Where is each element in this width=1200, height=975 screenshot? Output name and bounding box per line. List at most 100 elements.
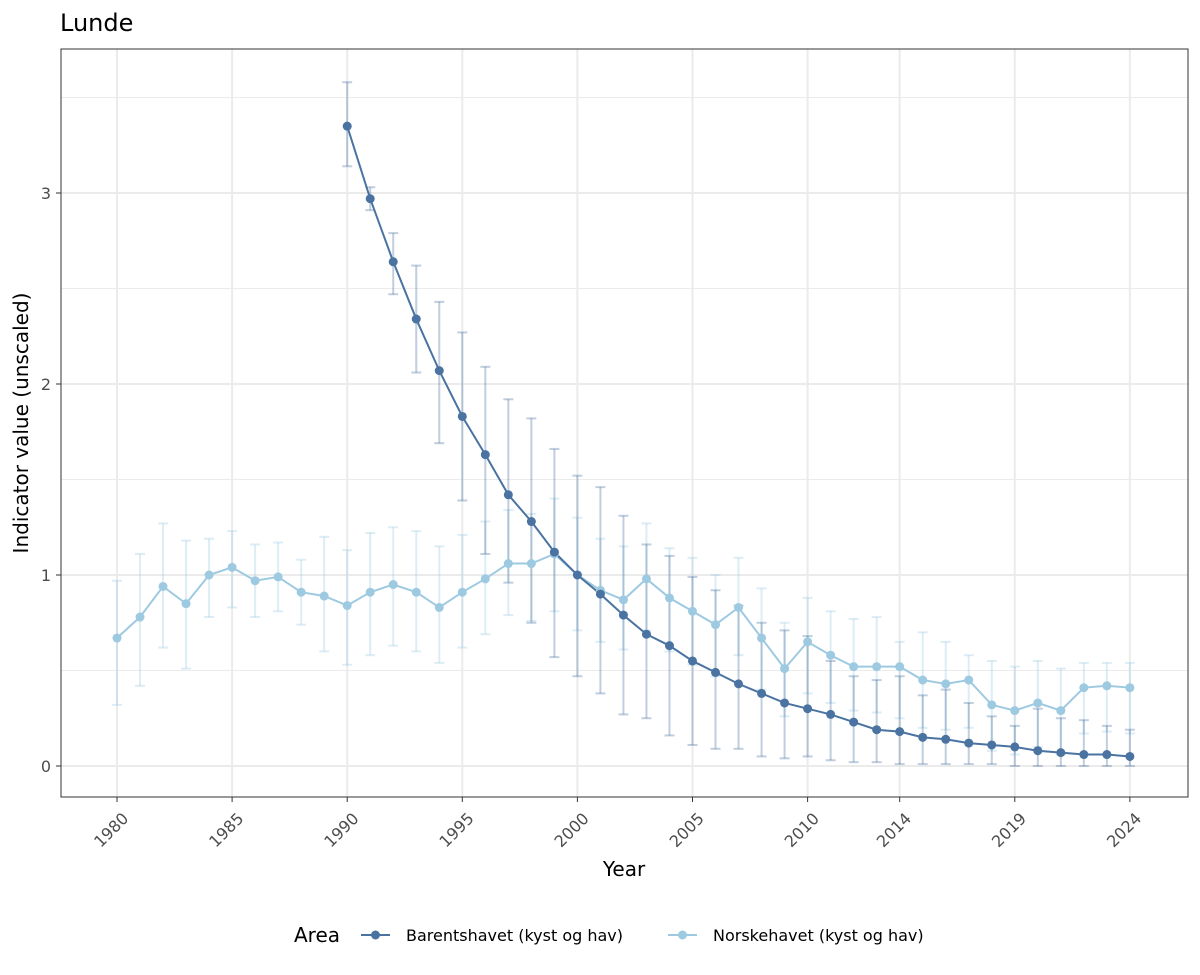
legend-key-point-barentshavet [371,930,380,940]
y-axis-label: Indicator value (unscaled) [9,293,33,554]
error-bar-barentshavet [1101,724,1112,767]
error-bar-barentshavet [779,629,790,760]
error-bar-barentshavet [1055,717,1066,767]
x-tick-label: 2024 [1103,809,1145,851]
error-bar-barentshavet [1032,707,1043,767]
x-tick-label: 2019 [988,809,1030,851]
x-axis-label: Year [602,857,646,881]
x-tick-label: 2005 [666,809,708,851]
data-point-norskehavet [1010,706,1020,716]
y-tick-label: 2 [41,375,51,394]
grid [61,49,1188,797]
error-bar-norskehavet [1124,661,1135,735]
data-point-norskehavet [711,620,721,630]
data-point-norskehavet [1033,698,1043,708]
data-point-barentshavet [872,725,882,735]
data-point-barentshavet [572,570,582,580]
error-bar-barentshavet [963,701,974,766]
data-point-norskehavet [734,602,744,612]
data-point-barentshavet [941,734,951,744]
data-point-barentshavet [987,740,997,750]
data-point-norskehavet [503,559,513,569]
data-point-barentshavet [826,709,836,719]
y-tick-label: 3 [41,184,51,203]
data-point-norskehavet [780,664,790,674]
data-point-norskehavet [526,559,536,569]
x-tick-label: 1985 [205,809,247,851]
data-point-norskehavet [158,581,168,591]
data-point-barentshavet [457,411,467,421]
data-point-norskehavet [1125,683,1135,693]
data-point-norskehavet [319,591,329,601]
data-point-norskehavet [250,576,260,586]
data-point-barentshavet [803,704,813,714]
legend-item-norskehavet: Norskehavet (kyst og hav) [668,926,924,945]
error-bar-barentshavet [894,675,905,766]
data-point-norskehavet [987,700,997,710]
data-point-norskehavet [181,599,191,609]
data-point-norskehavet [918,675,928,685]
data-point-barentshavet [641,629,651,639]
data-point-norskehavet [273,572,283,582]
data-point-norskehavet [941,679,951,689]
data-point-barentshavet [780,698,790,708]
data-point-barentshavet [1010,742,1020,752]
data-point-norskehavet [688,606,697,616]
legend-label-norskehavet: Norskehavet (kyst og hav) [713,926,924,945]
data-point-norskehavet [872,662,882,672]
data-point-norskehavet [757,633,767,643]
data-point-norskehavet [411,587,421,597]
data-point-barentshavet [1102,750,1112,760]
data-point-barentshavet [434,366,444,376]
data-point-norskehavet [204,570,214,580]
error-bar-barentshavet [802,635,813,758]
y-axis: 0 1 2 3 [41,184,61,776]
data-point-barentshavet [734,679,744,689]
data-point-norskehavet [434,602,444,612]
data-point-barentshavet [411,314,421,324]
data-point-norskehavet [618,595,628,605]
error-bar-norskehavet [1101,661,1112,733]
legend-title: Area [294,923,340,947]
error-bar-norskehavet [963,654,974,729]
data-point-barentshavet [1033,746,1043,756]
data-point-barentshavet [688,656,697,666]
data-point-barentshavet [342,121,352,131]
legend-label-barentshavet: Barentshavet (kyst og hav) [406,926,623,945]
data-point-norskehavet [803,637,813,647]
x-tick-label: 2010 [781,809,823,851]
error-bar-barentshavet [917,694,928,766]
data-point-norskehavet [1102,681,1112,691]
data-point-barentshavet [526,517,536,527]
data-point-barentshavet [549,547,559,557]
data-point-norskehavet [457,587,467,597]
legend-key-point-norskehavet [678,930,687,940]
x-tick-label: 1980 [90,809,132,851]
legend-item-barentshavet: Barentshavet (kyst og hav) [361,926,623,945]
x-tick-label: 1995 [435,809,477,851]
data-point-barentshavet [918,732,928,742]
error-bar-norskehavet [894,640,905,720]
data-point-norskehavet [296,587,306,597]
x-tick-label: 1990 [320,809,362,851]
data-point-norskehavet [1056,706,1066,716]
error-bar-barentshavet [480,365,491,555]
error-bar-norskehavet [112,579,122,706]
data-point-barentshavet [503,490,513,500]
data-point-norskehavet [388,580,398,590]
data-point-norskehavet [480,574,490,584]
data-point-barentshavet [964,738,974,748]
data-point-barentshavet [365,194,375,204]
error-bar-barentshavet [871,679,882,764]
series-points [112,121,1135,761]
data-point-barentshavet [480,450,490,460]
y-tick-label: 0 [41,757,51,776]
x-tick-label: 2014 [873,809,915,851]
data-point-norskehavet [1079,683,1089,693]
data-point-norskehavet [826,650,836,660]
chart-title: Lunde [60,9,133,37]
data-point-norskehavet [227,562,237,572]
data-point-barentshavet [895,727,905,737]
data-point-barentshavet [1079,750,1089,760]
data-point-barentshavet [1125,751,1135,761]
